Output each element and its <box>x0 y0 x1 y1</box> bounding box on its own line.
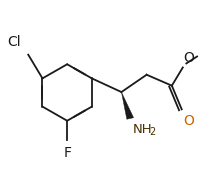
Text: O: O <box>183 114 194 128</box>
Polygon shape <box>121 92 134 119</box>
Text: 2: 2 <box>149 127 155 137</box>
Text: Cl: Cl <box>7 35 21 49</box>
Text: O: O <box>184 51 194 65</box>
Text: NH: NH <box>132 123 152 136</box>
Text: F: F <box>63 146 71 160</box>
